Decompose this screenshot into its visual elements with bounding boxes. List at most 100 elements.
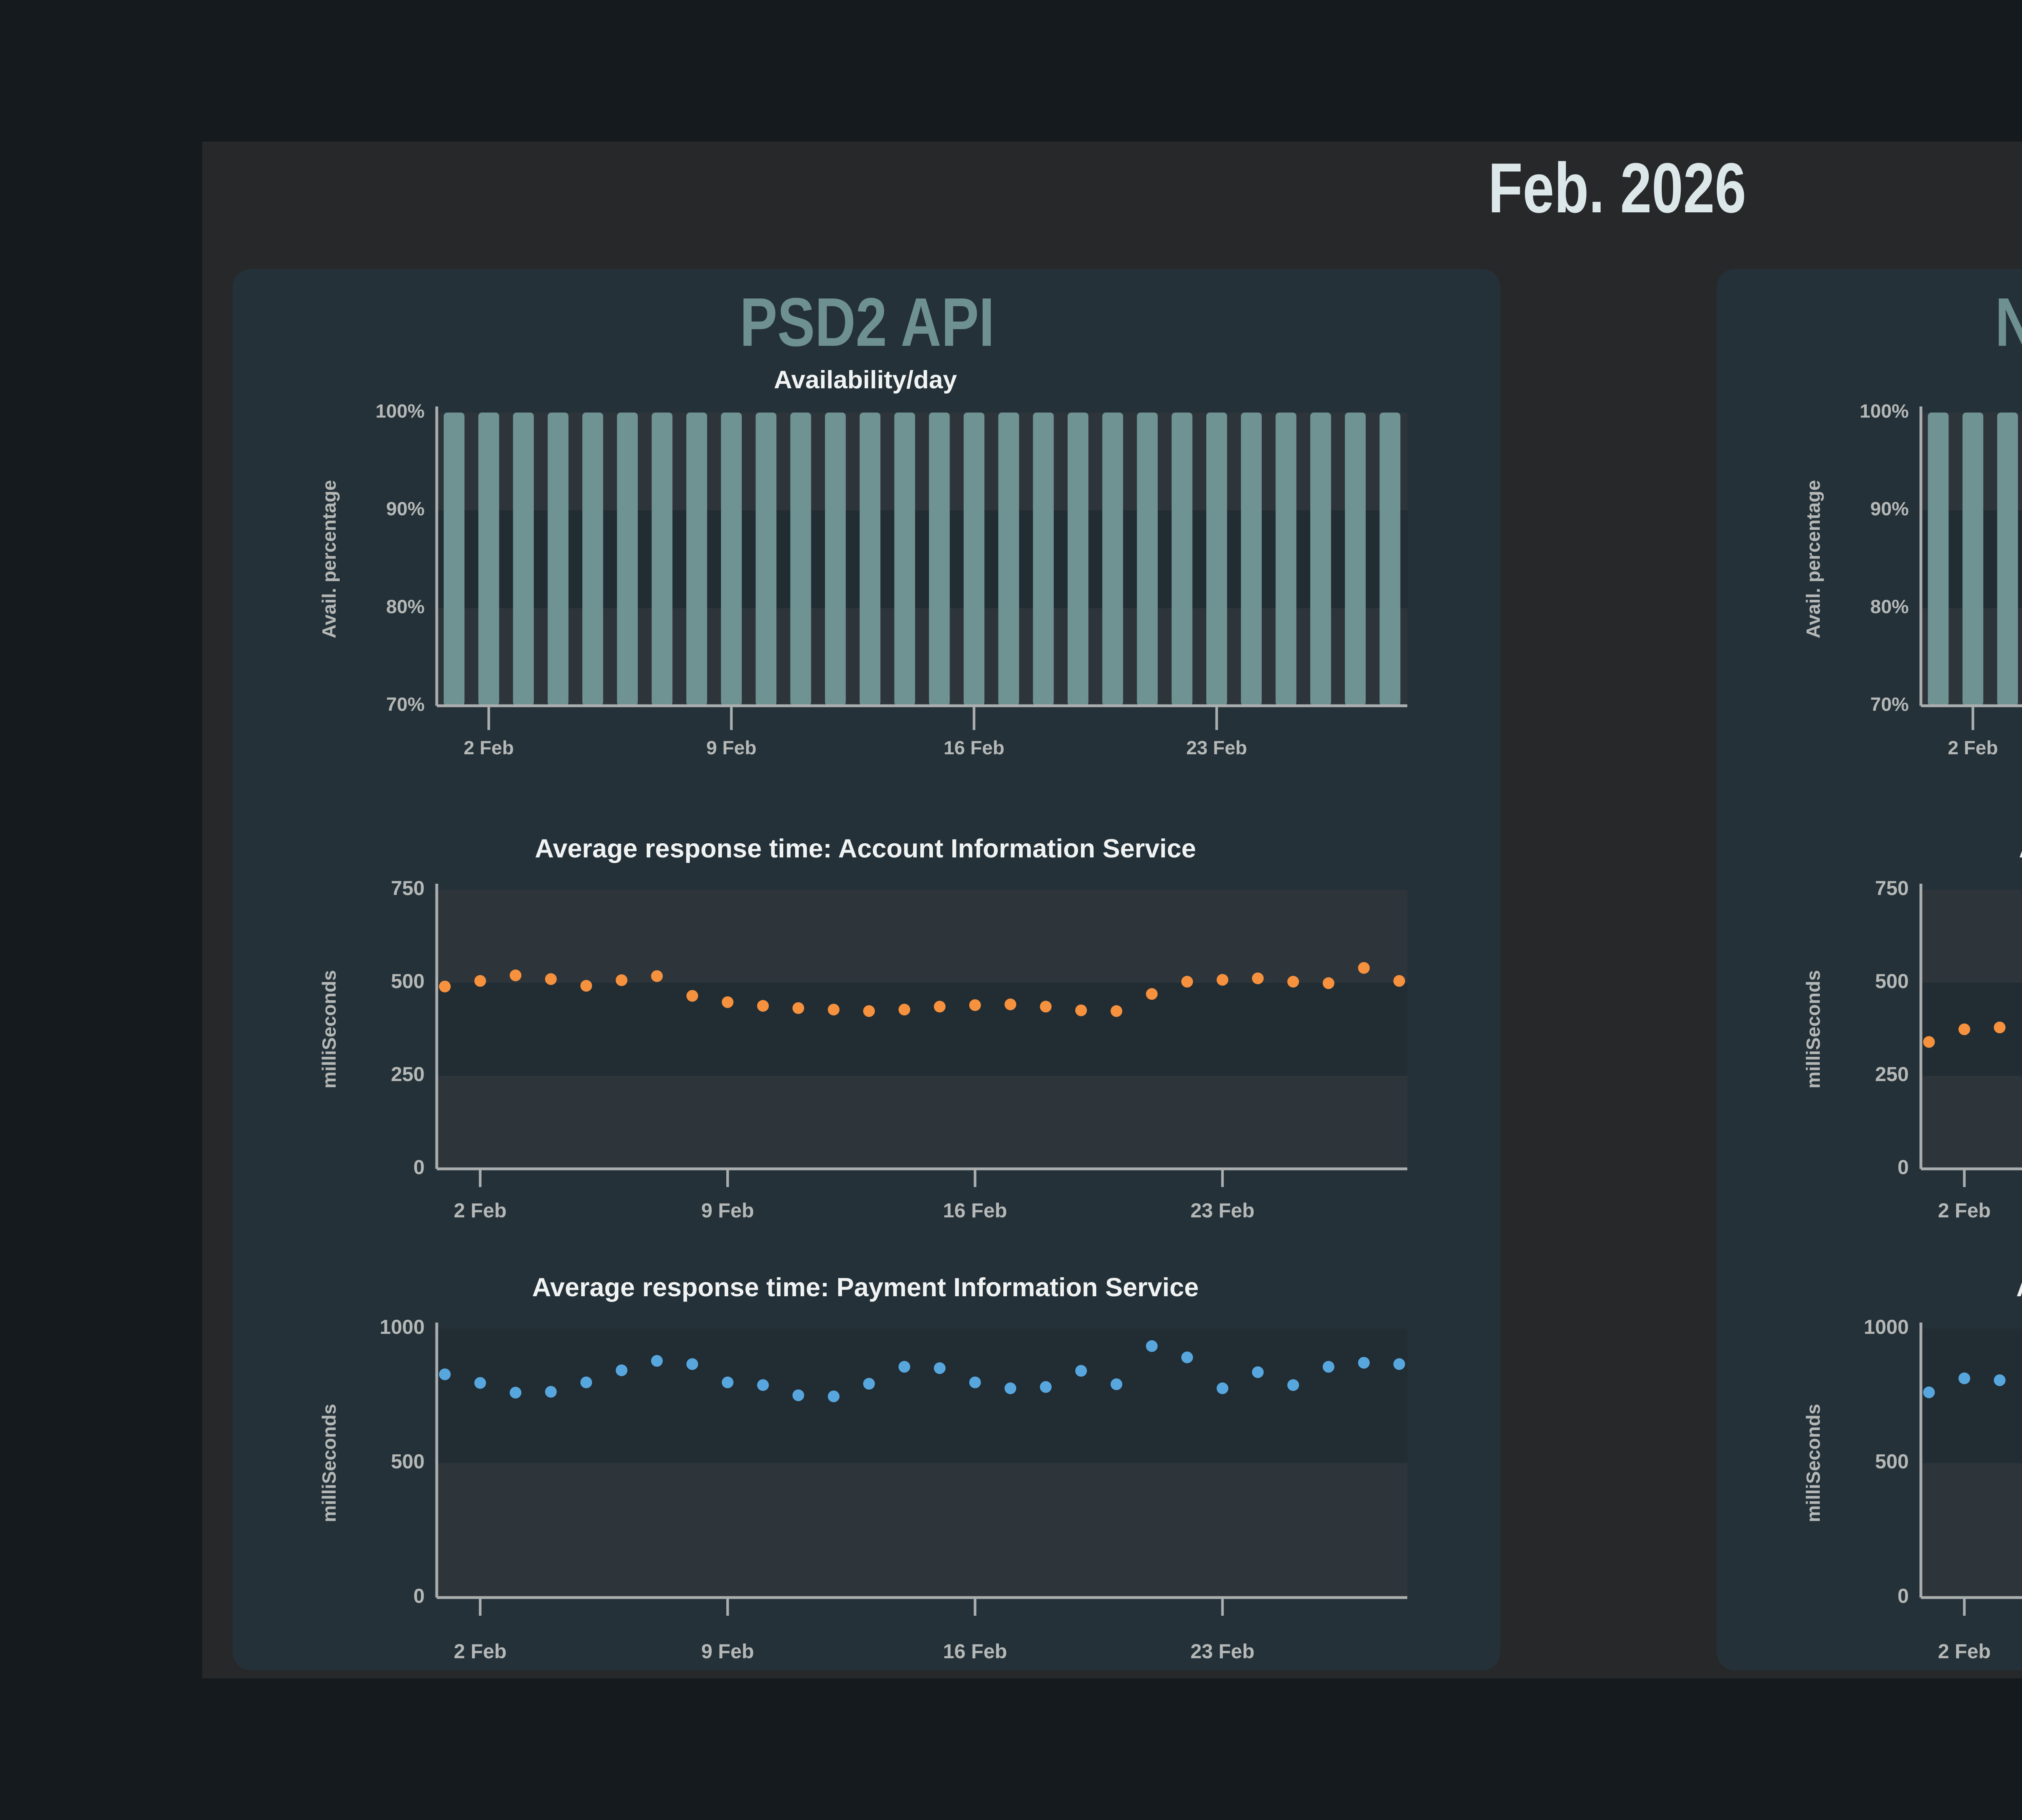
bar	[1206, 413, 1227, 706]
y-axis-title: milliSeconds	[1803, 1404, 1824, 1522]
data-point	[615, 1364, 628, 1376]
x-tick-label: 23 Feb	[1191, 1640, 1254, 1663]
y-tick-label: 750	[391, 877, 425, 899]
plot-band	[1921, 1463, 2022, 1598]
bar	[755, 413, 776, 706]
bar	[1241, 413, 1262, 706]
data-point	[969, 999, 981, 1011]
bar	[1962, 413, 1984, 706]
x-tick-label: 9 Feb	[706, 737, 757, 759]
plot-band	[437, 1076, 1407, 1169]
chart-title: Average response time: Account Informati…	[535, 834, 1196, 863]
bar	[825, 413, 846, 706]
y-tick-label: 500	[1875, 970, 1909, 993]
data-point	[1216, 1382, 1229, 1395]
x-tick-label: 9 Feb	[701, 1199, 754, 1222]
data-point	[1994, 1374, 2006, 1386]
chart-title: Average response time: Payment Informati…	[2016, 1272, 2022, 1302]
y-tick-label: 80%	[386, 596, 425, 618]
bar	[444, 413, 465, 706]
x-tick-label: 2 Feb	[464, 737, 514, 759]
bar	[651, 413, 673, 706]
y-tick-label: 0	[1897, 1156, 1909, 1179]
bar	[548, 413, 569, 706]
data-point	[1358, 1357, 1370, 1369]
x-tick-label: 23 Feb	[1191, 1199, 1254, 1222]
data-point	[934, 1001, 946, 1013]
y-tick-label: 0	[1897, 1585, 1909, 1607]
data-point	[580, 980, 592, 992]
bar	[1137, 413, 1158, 706]
plot-band	[437, 1463, 1407, 1598]
data-point	[1322, 977, 1335, 989]
bar	[478, 413, 499, 706]
data-point	[898, 1361, 910, 1373]
data-point	[1393, 975, 1405, 987]
bar	[721, 413, 742, 706]
data-point	[545, 973, 557, 985]
y-tick-label: 70%	[386, 694, 425, 715]
data-point	[1252, 972, 1264, 984]
data-point	[721, 996, 734, 1008]
x-tick-label: 2 Feb	[1938, 1640, 1991, 1663]
y-axis-title: Avail. percentage	[319, 480, 340, 639]
x-tick-label: 16 Feb	[943, 1199, 1007, 1222]
data-point	[1040, 1381, 1052, 1393]
psd2-account-response-chart: Average response time: Account Informati…	[319, 834, 1407, 1222]
y-tick-label: 250	[391, 1063, 425, 1086]
data-point	[580, 1376, 592, 1388]
data-point	[1181, 1351, 1193, 1363]
y-tick-label: 750	[1875, 877, 1909, 899]
data-point	[474, 975, 486, 987]
bar	[929, 413, 950, 706]
data-point	[757, 1000, 769, 1012]
y-tick-label: 1000	[1864, 1316, 1909, 1338]
data-point	[510, 969, 522, 982]
data-point	[898, 1003, 910, 1016]
y-axis-title: Avail. percentage	[1803, 480, 1824, 639]
bar	[1102, 413, 1123, 706]
bar	[1345, 413, 1366, 706]
data-point	[686, 1358, 698, 1370]
y-axis-title: milliSeconds	[1803, 970, 1824, 1088]
chart-title: Average response time: Account Informati…	[2019, 834, 2022, 863]
x-tick-label: 2 Feb	[454, 1640, 507, 1663]
chart-title: Availability/day	[774, 366, 957, 394]
panel-psd2-title-text: PSD2 API	[739, 285, 994, 362]
page-title: Feb. 2026	[202, 150, 2022, 231]
data-point	[1216, 974, 1229, 986]
data-point	[757, 1379, 769, 1391]
data-point	[1322, 1361, 1335, 1373]
page-title-text: Feb. 2026	[1488, 150, 1747, 229]
psd2-availability-chart: Availability/day Avail. percentage 70% 80% 9…	[319, 366, 1407, 759]
y-tick-label: 100%	[376, 401, 425, 422]
data-point	[439, 980, 451, 993]
psd2-payment-response-chart: Average response time: Payment Informati…	[319, 1272, 1407, 1663]
data-point	[1923, 1036, 1935, 1048]
data-point	[1040, 1001, 1052, 1013]
bar	[963, 413, 985, 706]
data-point	[1146, 988, 1158, 1000]
data-point	[1923, 1386, 1935, 1399]
bar	[582, 413, 603, 706]
data-point	[934, 1362, 946, 1374]
data-point	[721, 1376, 734, 1388]
data-point	[792, 1389, 804, 1401]
data-point	[1075, 1004, 1087, 1016]
x-tick-label: 9 Feb	[701, 1640, 754, 1663]
panel-netbank-title-text: Netbank & Mobilebank API	[1995, 285, 2022, 364]
data-point	[474, 1377, 486, 1389]
bar	[686, 413, 707, 706]
data-point	[1958, 1372, 1970, 1384]
data-point	[545, 1386, 557, 1398]
bar	[1310, 413, 1331, 706]
chart-title: Average response time: Payment Informati…	[532, 1272, 1199, 1302]
data-point	[1994, 1021, 2006, 1033]
y-tick-label: 70%	[1870, 694, 1909, 715]
x-tick-label: 23 Feb	[1186, 737, 1247, 759]
data-point	[827, 1003, 840, 1016]
y-tick-label: 90%	[386, 498, 425, 520]
y-axis-title: milliSeconds	[319, 1404, 340, 1522]
